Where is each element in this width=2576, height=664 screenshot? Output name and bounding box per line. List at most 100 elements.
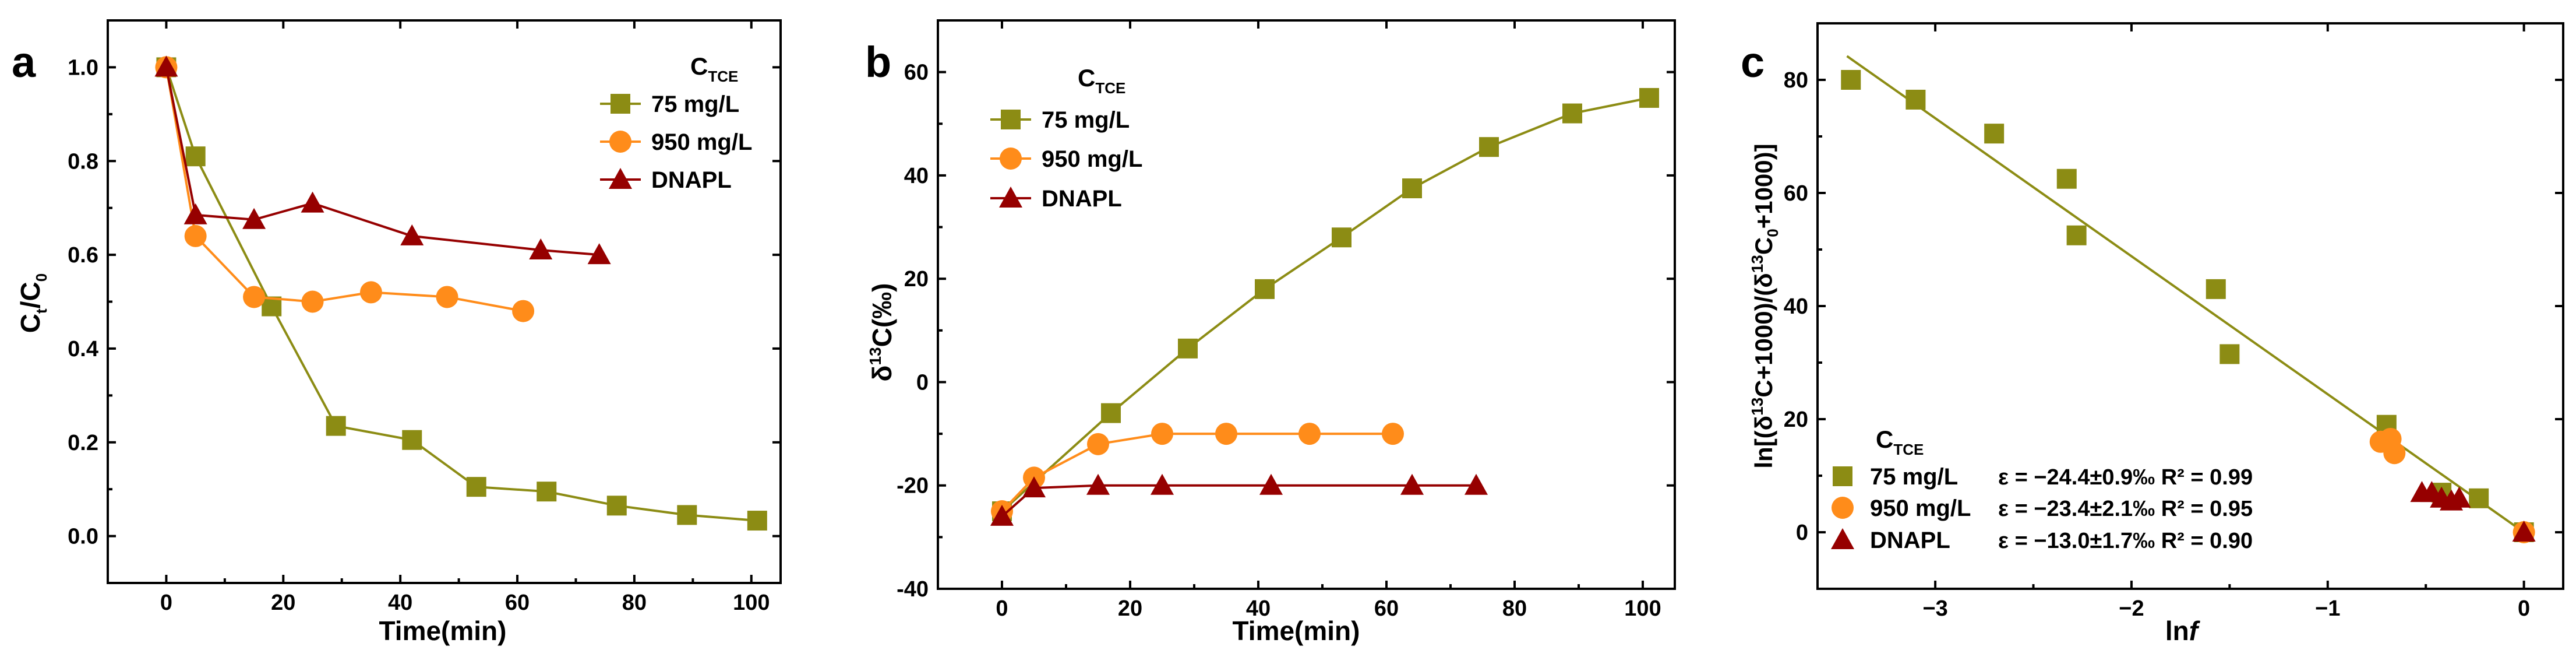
legend-marker-b-950-shape — [1000, 147, 1022, 170]
y-tick-label-c: 80 — [1784, 68, 1808, 93]
x-tick-label-b: 0 — [996, 596, 1008, 621]
data-point-a-2 — [154, 55, 178, 77]
y-axis-label-b: δ13C(‰) — [866, 283, 897, 382]
x-tick-label-a: 40 — [388, 591, 412, 615]
y-axis-label-c: ln[(δ13C+1000)/(δ13C0+1000)] — [1748, 143, 1781, 468]
data-point-a-0 — [402, 430, 422, 450]
data-point-b-2 — [1465, 473, 1488, 495]
data-point-c-2 — [2447, 486, 2471, 508]
legend-marker-b-dnapl-shape — [999, 187, 1022, 208]
plot-frame-b — [937, 19, 1676, 590]
x-tick-label-b: 20 — [1118, 596, 1142, 621]
y-tick-label-c: 20 — [1784, 407, 1808, 432]
x-tick-label-b: 100 — [1624, 596, 1661, 621]
data-point-b-1 — [1087, 433, 1109, 455]
data-point-a-1 — [512, 300, 535, 322]
x-tick-label-a: 20 — [271, 591, 295, 615]
y-tick-label-b: -20 — [897, 474, 929, 498]
legend-b: CTCE 75 mg/L 950 mg/L DNAPL — [990, 64, 1142, 212]
data-point-a-1 — [243, 286, 266, 308]
data-point-a-0 — [677, 505, 697, 525]
series-line-a-0 — [165, 66, 757, 522]
legend-marker-c-950-shape — [1832, 497, 1854, 519]
x-tick-label-c: −3 — [1922, 596, 1947, 621]
legend-label-a-75: 75 mg/L — [651, 92, 739, 117]
legend-marker-a-75 — [611, 94, 630, 114]
legend-stats-c-dnapl: ε = −13.0±1.7‰ R² = 0.90 — [1998, 529, 2253, 553]
legend-marker-c-950 — [1832, 497, 1854, 519]
y-tick-label-a: 0.2 — [68, 431, 98, 455]
x-tick-label-a: 100 — [733, 591, 770, 615]
panel-label-c: c — [1741, 38, 1765, 86]
data-point-a-2 — [242, 208, 266, 229]
y-tick-label-b: 0 — [916, 370, 929, 395]
data-point-a-0 — [747, 511, 767, 531]
legend-marker-c-dnapl — [1831, 528, 1854, 549]
data-point-a-2 — [184, 203, 207, 224]
data-point-b-0 — [1479, 137, 1499, 157]
data-point-b-1 — [1151, 423, 1173, 445]
panel-label-a: a — [12, 38, 36, 86]
data-point-b-0 — [1562, 103, 1582, 124]
y-tick-label-a: 0.0 — [68, 525, 98, 549]
data-point-c-0 — [2066, 225, 2087, 245]
data-point-a-2 — [587, 243, 611, 265]
legend-label-b-950: 950 mg/L — [1042, 146, 1142, 172]
data-point-c-2 — [2512, 521, 2536, 542]
data-point-b-0 — [1101, 403, 1121, 423]
legend-marker-b-75-shape — [1001, 110, 1021, 129]
legend-a: CTCE 75 mg/L 950 mg/L DNAPL — [600, 52, 752, 193]
x-tick-label-c: −2 — [2119, 596, 2144, 621]
legend-c: CTCE 75 mg/L ε = −24.4±0.9‰ R² = 0.99 95… — [1831, 426, 2253, 553]
data-point-c-0 — [1984, 124, 2005, 144]
data-point-b-0 — [1255, 279, 1275, 299]
legend-label-a-950: 950 mg/L — [651, 129, 752, 155]
data-point-a-1 — [359, 281, 382, 304]
data-point-a-0 — [606, 496, 627, 516]
legend-marker-b-950 — [1000, 147, 1022, 170]
y-tick-label-c: 0 — [1796, 521, 1808, 545]
data-point-a-0 — [537, 482, 557, 502]
data-point-a-1 — [436, 286, 458, 308]
legend-title-c: CTCE — [1876, 426, 1924, 458]
data-point-c-0 — [2206, 279, 2226, 299]
data-point-a-2 — [301, 191, 324, 213]
panel-b: b 0 20 40 60 80 100 -40 -20 0 20 40 60 Time(min) δ1… — [865, 19, 1676, 646]
y-tick-label-c: 40 — [1784, 294, 1808, 319]
data-point-c-0 — [2056, 168, 2077, 189]
y-tick-label-b: -40 — [897, 577, 929, 602]
legend-title-a: CTCE — [690, 52, 738, 85]
y-tick-label-b: 60 — [904, 61, 929, 85]
data-point-b-1 — [1382, 423, 1404, 445]
ticks-b: 0 20 40 60 80 100 -40 -20 0 20 40 60 — [897, 20, 1675, 621]
data-point-c-0 — [2469, 488, 2489, 508]
series-line-a-1 — [165, 67, 524, 312]
data-point-c-0 — [1905, 89, 1926, 110]
y-axis-label-a: Ct/C0 — [15, 273, 50, 333]
data-point-b-2 — [1400, 473, 1424, 495]
legend-label-c-950: 950 mg/L — [1870, 496, 1971, 521]
series-group-a — [154, 55, 767, 531]
legend-marker-b-dnapl — [999, 187, 1022, 208]
data-point-a-2 — [529, 238, 553, 260]
x-tick-label-a: 0 — [160, 591, 172, 615]
legend-marker-c-75 — [1833, 466, 1852, 486]
x-tick-label-a: 80 — [622, 591, 647, 615]
fit-line-c — [1846, 55, 2525, 533]
series-group-b — [990, 87, 1659, 526]
data-point-a-1 — [184, 224, 207, 247]
data-point-b-2 — [1259, 473, 1283, 495]
panel-a: a 0 20 40 60 80 100 0.0 0.2 0.4 0.6 0.8 1.0 Time(mi… — [12, 19, 782, 646]
legend-label-b-75: 75 mg/L — [1042, 107, 1130, 133]
data-point-b-2 — [1022, 476, 1046, 498]
legend-marker-c-75-shape — [1833, 466, 1852, 486]
x-tick-label-c: 0 — [2518, 596, 2530, 621]
x-tick-label-b: 40 — [1246, 596, 1271, 621]
data-point-b-0 — [1178, 338, 1198, 359]
series-line-b-1 — [1001, 433, 1393, 512]
data-point-a-0 — [326, 416, 346, 436]
data-point-c-0 — [1841, 70, 1861, 90]
data-point-a-0 — [466, 477, 486, 497]
legend-marker-a-950 — [609, 131, 631, 153]
